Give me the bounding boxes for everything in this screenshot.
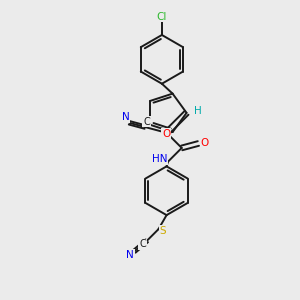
Text: O: O (162, 129, 170, 139)
Text: N: N (122, 112, 130, 122)
Text: H: H (194, 106, 202, 116)
Text: C: C (139, 239, 146, 249)
Text: O: O (201, 138, 209, 148)
Text: S: S (160, 226, 166, 236)
Text: Cl: Cl (157, 11, 167, 22)
Text: HN: HN (152, 154, 167, 164)
Text: N: N (126, 250, 134, 260)
Text: C: C (143, 117, 150, 127)
